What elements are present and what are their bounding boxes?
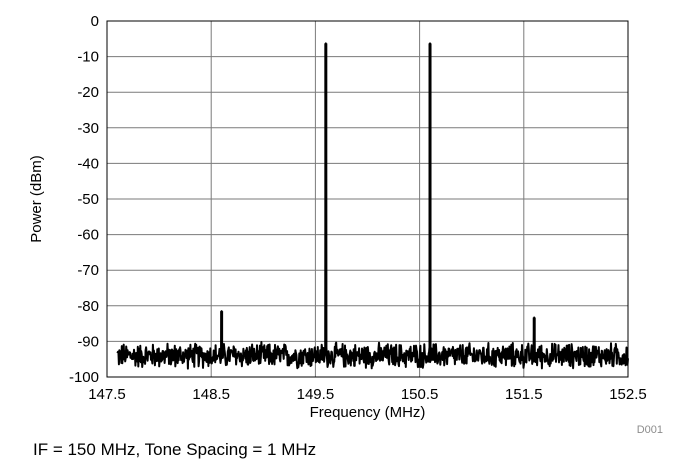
y-tick-label: -70 [77,262,99,279]
y-tick-label: -80 [77,298,99,315]
chart-caption: IF = 150 MHz, Tone Spacing = 1 MHz [33,440,317,459]
x-tick-label: 148.5 [192,386,230,403]
x-tick-label: 151.5 [505,386,543,403]
y-tick-label: -40 [77,155,99,172]
y-axis-label: Power (dBm) [28,155,45,243]
plot-frame [106,20,629,378]
y-tick-labels: 0 -10 -20 -30 -40 -50 -60 -70 -80 -90 -100 [69,13,99,386]
y-tick-label: -100 [69,369,99,386]
y-tick-label: -30 [77,120,99,137]
y-tick-label: 0 [91,13,99,30]
data-series [116,42,629,370]
x-tick-label: 150.5 [401,386,439,403]
x-tick-label: 152.5 [609,386,647,403]
y-tick-label: -90 [77,333,99,350]
x-tick-label: 147.5 [88,386,126,403]
x-tick-labels: 147.5 148.5 149.5 150.5 151.5 152.5 [88,386,647,403]
y-tick-label: -60 [77,227,99,244]
spectrum-line [116,42,629,370]
x-axis-label: Frequency (MHz) [310,404,426,421]
y-tick-label: -10 [77,49,99,66]
figure-id: D001 [637,424,663,436]
y-tick-label: -50 [77,191,99,208]
y-tick-label: -20 [77,84,99,101]
x-tick-label: 149.5 [297,386,335,403]
gridlines [107,21,628,377]
